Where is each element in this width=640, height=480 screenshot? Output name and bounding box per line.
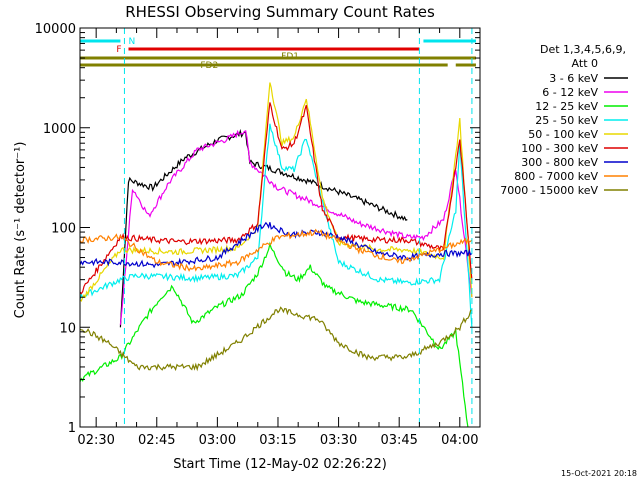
x-tick-label-2: 03:00 (199, 433, 236, 448)
legend-label-7: 800 - 7000 keV (514, 170, 598, 183)
flag-label-fd2: FD2 (200, 61, 218, 71)
series-line-7 (79, 228, 473, 272)
y-tick-label-3: 1000 (43, 122, 76, 137)
legend-header-1: Det 1,3,4,5,6,9, (540, 43, 626, 56)
series-line-3 (79, 123, 473, 328)
x-axis-label: Start Time (12-May-02 02:26:22) (173, 457, 387, 472)
series-line-4 (79, 82, 473, 302)
flag-label-fd1: FD1 (281, 52, 299, 62)
legend-label-1: 6 - 12 keV (542, 86, 598, 99)
legend-label-0: 3 - 6 keV (549, 72, 598, 85)
legend-label-8: 7000 - 15000 keV (500, 184, 598, 197)
footer-timestamp: 15-Oct-2021 20:18 (561, 469, 637, 478)
series-line-5 (79, 102, 473, 295)
legend-label-3: 25 - 50 keV (535, 114, 598, 127)
y-tick-label-2: 100 (51, 222, 76, 237)
legend-header-2: Att 0 (572, 57, 598, 70)
x-tick-label-3: 03:15 (259, 433, 296, 448)
legend-label-6: 300 - 800 keV (521, 156, 598, 169)
y-tick-label-4: 10000 (35, 22, 76, 37)
flag-bars: NF FD1 FD2 (80, 28, 476, 427)
series-line-8 (79, 306, 473, 372)
legend-label-2: 12 - 25 keV (535, 100, 598, 113)
legend-label-4: 50 - 100 keV (528, 128, 598, 141)
x-tick-label-4: 03:30 (320, 433, 357, 448)
y-tick-label-1: 10 (59, 321, 76, 336)
chart-title: RHESSI Observing Summary Count Rates (125, 3, 435, 21)
series-line-1 (119, 129, 473, 325)
y-axis-label: Count Rate (s⁻¹ detector⁻¹) (13, 142, 28, 319)
x-tick-label-0: 02:30 (77, 433, 114, 448)
axes: 1 10 100 1000 10000 02:30 02:45 03:00 03:15 03:30… (35, 22, 481, 448)
x-tick-label-5: 03:45 (380, 433, 417, 448)
plot-area (79, 82, 473, 428)
series-line-2 (79, 241, 469, 428)
flag-label-f: F (116, 45, 121, 55)
flag-label-n: N (128, 37, 135, 47)
x-tick-label-1: 02:45 (138, 433, 175, 448)
x-tick-label-6: 04:00 (441, 433, 478, 448)
legend-label-5: 100 - 300 keV (521, 142, 598, 155)
series-line-6 (79, 221, 473, 269)
y-tick-label-0: 1 (68, 421, 76, 436)
